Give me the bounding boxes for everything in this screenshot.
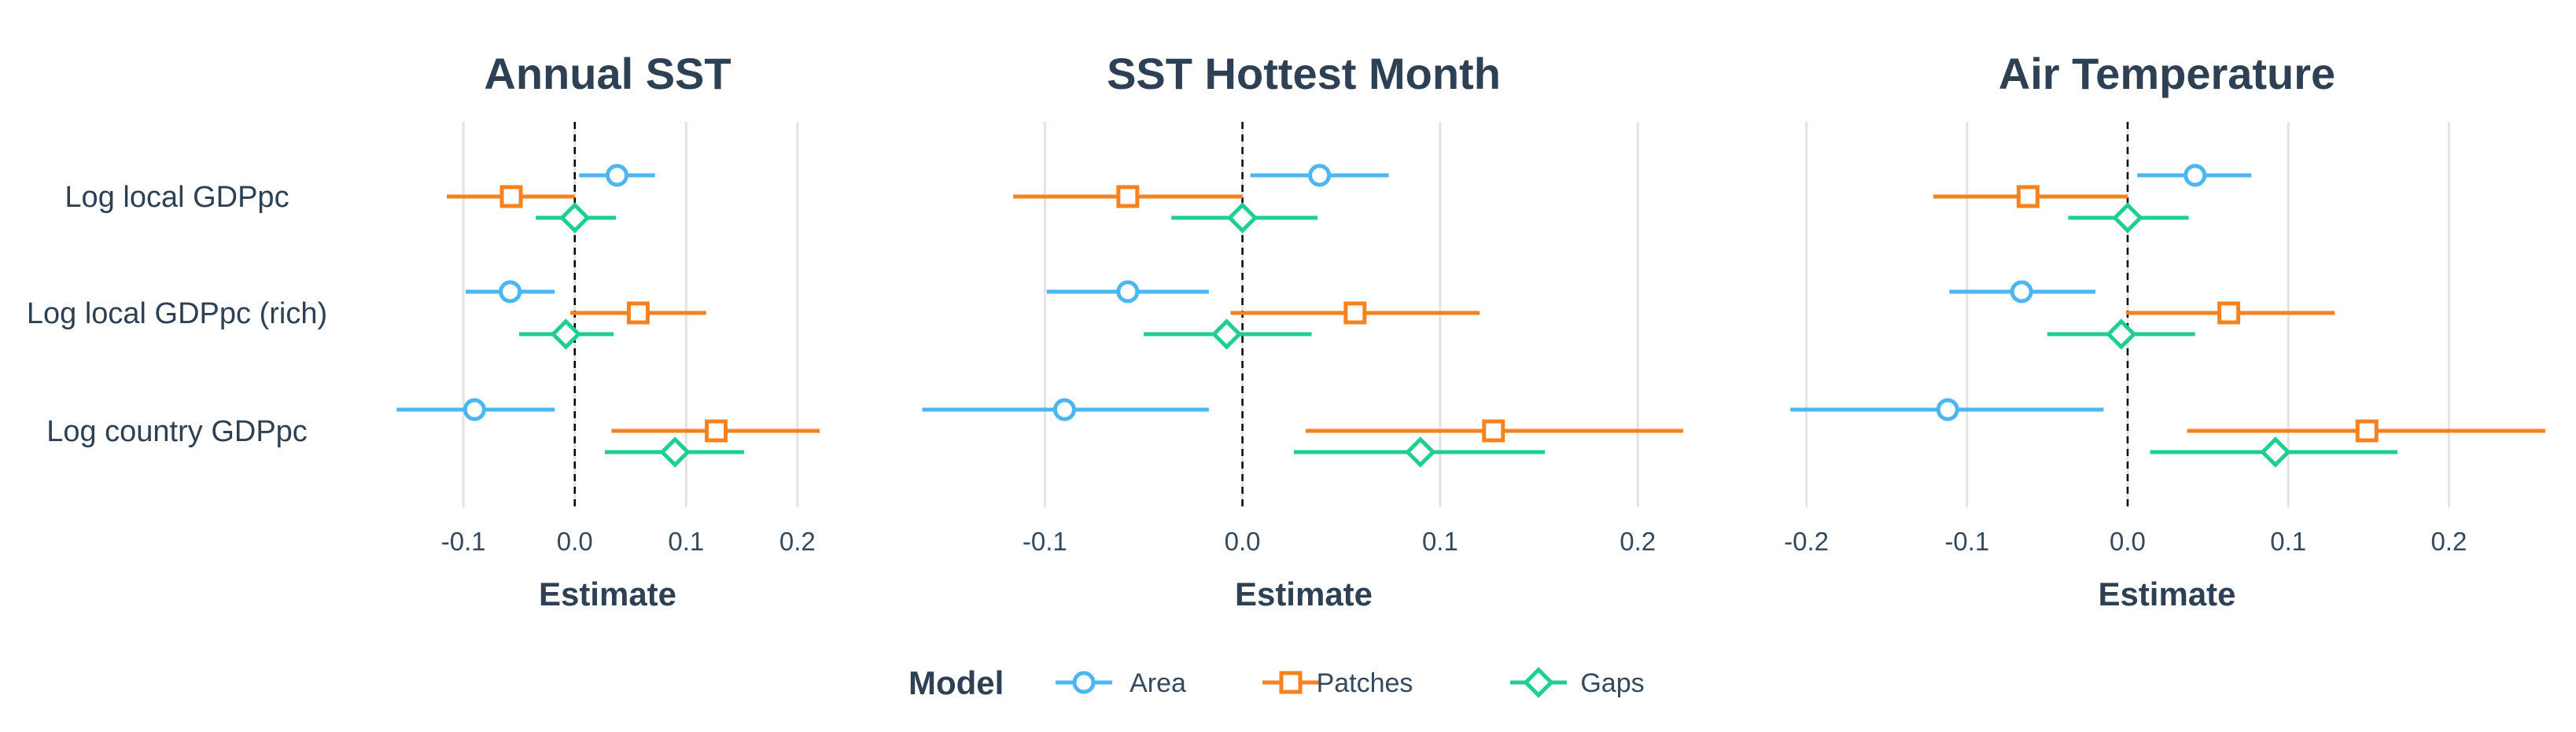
legend-label-area: Area <box>1130 668 1186 698</box>
x-tick-label: 0.1 <box>1422 527 1458 556</box>
point-area <box>2010 280 2033 303</box>
point-patches <box>2016 185 2040 208</box>
point-patches <box>2355 419 2379 443</box>
panel-title: Air Temperature <box>1999 49 2335 98</box>
x-tick-label: 0.2 <box>1620 527 1656 556</box>
point-area <box>499 280 522 303</box>
point-gaps <box>1226 202 1259 234</box>
point-gaps <box>1405 436 1436 468</box>
x-tick-label: 0.0 <box>557 527 593 556</box>
legend-title: Model <box>908 664 1004 701</box>
point-gaps <box>550 318 582 350</box>
x-axis-title: Estimate <box>539 576 676 612</box>
panel-title: SST Hottest Month <box>1107 49 1501 98</box>
point-area <box>463 398 486 421</box>
point-gaps <box>559 202 591 234</box>
x-tick-label: -0.1 <box>441 527 486 556</box>
panel-title: Annual SST <box>484 49 731 98</box>
x-tick-label: 0.2 <box>2430 527 2467 556</box>
point-gaps <box>2260 436 2291 468</box>
legend-key-marker-patches <box>1279 671 1303 694</box>
x-axis-title: Estimate <box>1235 576 1373 612</box>
point-patches <box>1343 301 1367 325</box>
point-gaps <box>2112 202 2143 234</box>
panel-3: Air Temperature -0.2 -0.1 0.0 0.1 0.2 Estimate <box>1784 49 2545 612</box>
panel-1: Annual SST -0.1 0.0 0.1 0.2 Estimate <box>396 49 820 612</box>
x-tick-label: 0.1 <box>2270 527 2306 556</box>
x-tick-label: -0.1 <box>1944 527 1989 556</box>
point-patches <box>626 301 650 325</box>
point-area <box>1116 280 1140 303</box>
x-tick-label: 0.2 <box>779 527 816 556</box>
row-label-1: Log local GDPpc <box>64 181 289 214</box>
legend-key-marker-gaps <box>1523 667 1554 698</box>
x-tick-label: -0.2 <box>1784 527 1829 556</box>
x-tick-label: 0.0 <box>1225 527 1261 556</box>
point-area <box>1308 164 1332 187</box>
row-label-2: Log local GDPpc (rich) <box>27 297 327 330</box>
legend: Model Area Patches Gaps <box>908 664 1645 701</box>
point-patches <box>499 185 523 208</box>
point-area <box>1052 398 1076 421</box>
legend-key-marker-area <box>1072 671 1096 694</box>
x-tick-label: -0.1 <box>1023 527 1067 556</box>
point-area <box>1936 398 1959 421</box>
point-gaps <box>659 436 691 468</box>
point-patches <box>1116 185 1140 208</box>
point-gaps <box>1211 318 1243 350</box>
x-tick-label: 0.0 <box>2110 527 2146 556</box>
legend-label-gaps: Gaps <box>1580 668 1644 698</box>
point-area <box>2184 164 2207 187</box>
legend-label-patches: Patches <box>1317 668 1413 698</box>
x-axis-title: Estimate <box>2098 576 2235 612</box>
row-label-3: Log country GDPpc <box>46 415 308 448</box>
point-patches <box>705 419 728 443</box>
point-patches <box>1482 419 1505 443</box>
point-area <box>606 164 629 187</box>
point-gaps <box>2106 318 2137 350</box>
panel-2: SST Hottest Month -0.1 0.0 0.1 0.2 Estimate <box>922 49 1683 612</box>
x-tick-label: 0.1 <box>668 527 704 556</box>
point-patches <box>2217 301 2241 325</box>
